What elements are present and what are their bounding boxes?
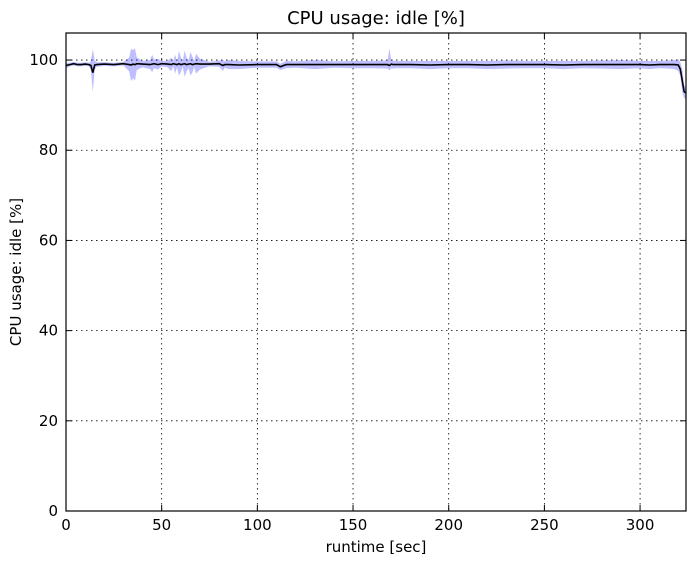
x-tick-label: 150 (339, 516, 368, 534)
x-tick-label: 100 (243, 516, 272, 534)
x-tick-label: 250 (530, 516, 559, 534)
series-band-area (66, 48, 686, 99)
series-mean-path (65, 62, 687, 94)
y-tick-label: 0 (48, 502, 58, 520)
y-tick-label: 100 (29, 51, 58, 69)
y-tick-label: 80 (39, 141, 58, 159)
y-tick-label: 20 (39, 412, 58, 430)
x-axis-label: runtime [sec] (326, 538, 427, 556)
x-tick-labels: 0 50 100 150 200 250 300 (61, 516, 654, 534)
series-band (66, 48, 686, 99)
plot-frame (65, 32, 687, 512)
x-tick-label: 200 (434, 516, 463, 534)
x-tick-label: 300 (626, 516, 655, 534)
series-mean-line (65, 62, 687, 94)
axis-ticks (65, 33, 686, 512)
y-axis-label: CPU usage: idle [%] (7, 198, 25, 346)
y-tick-label: 40 (39, 322, 58, 340)
chart-title: CPU usage: idle [%] (287, 8, 465, 29)
y-tick-labels: 0 20 40 60 80 100 (29, 51, 58, 520)
gridlines (66, 33, 686, 511)
x-tick-label: 50 (152, 516, 171, 534)
y-tick-label: 60 (39, 231, 58, 249)
x-tick-label: 0 (61, 516, 71, 534)
